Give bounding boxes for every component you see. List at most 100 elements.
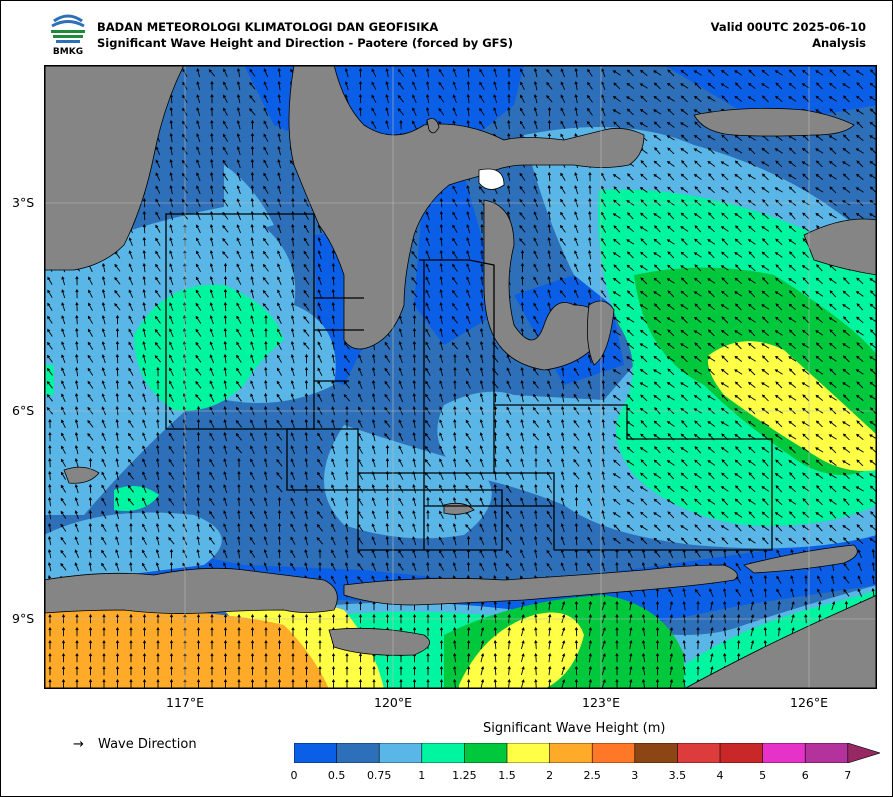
wave-arrow	[317, 445, 323, 454]
wave-arrow	[371, 510, 376, 520]
wave-arrow	[466, 67, 470, 78]
wave-arrow	[87, 367, 94, 376]
wave-arrow	[748, 186, 756, 194]
wave-arrow	[343, 367, 350, 376]
wave-arrow	[438, 68, 445, 77]
wave-arrow	[317, 237, 322, 247]
wave-arrow	[870, 511, 877, 519]
wave-arrow	[237, 626, 241, 637]
wave-arrow	[263, 470, 268, 481]
wave-arrow	[533, 93, 538, 104]
wave-arrow	[747, 381, 756, 388]
wave-arrow	[639, 368, 648, 375]
wave-arrow	[439, 262, 443, 273]
wave-arrow	[453, 418, 457, 429]
wave-arrow	[317, 302, 323, 312]
wave-arrow	[720, 147, 729, 154]
wave-arrow	[667, 524, 675, 532]
wave-arrow	[682, 678, 686, 689]
wave-arrow	[236, 146, 241, 156]
wave-arrow	[815, 173, 824, 180]
wave-arrow	[653, 330, 662, 336]
wave-arrow	[548, 652, 552, 663]
wave-arrow	[88, 522, 92, 533]
wave-arrow	[331, 419, 336, 429]
wave-arrow	[815, 381, 823, 389]
wave-arrow	[694, 225, 702, 233]
wave-arrow	[640, 537, 648, 545]
wave-arrow	[466, 93, 470, 104]
wave-arrow	[75, 327, 79, 338]
wave-arrow	[128, 263, 134, 273]
wave-arrow	[612, 434, 621, 440]
wave-arrow	[842, 186, 851, 193]
wave-arrow	[195, 367, 202, 376]
wave-arrow	[236, 367, 242, 376]
wave-arrow	[168, 523, 175, 532]
wave-arrow	[666, 278, 675, 284]
wave-arrow	[102, 626, 106, 637]
wave-arrow	[155, 509, 160, 520]
wave-arrow	[639, 447, 648, 453]
wave-arrow	[520, 653, 525, 663]
wave-arrow	[749, 588, 754, 598]
wave-arrow	[801, 460, 810, 466]
wave-arrow	[640, 394, 648, 402]
wave-arrow	[802, 212, 810, 220]
wave-arrow	[519, 224, 526, 233]
wave-arrow	[169, 380, 174, 389]
wave-arrow	[466, 185, 470, 195]
wave-arrow	[788, 524, 796, 532]
wave-arrow	[196, 418, 201, 429]
wave-arrow	[532, 380, 539, 389]
wave-arrow	[802, 290, 810, 298]
wave-arrow	[574, 600, 579, 611]
wave-arrow	[385, 80, 389, 91]
wave-arrow	[493, 626, 497, 637]
wave-arrow	[721, 355, 729, 363]
wave-arrow	[842, 446, 851, 453]
wave-arrow	[438, 536, 444, 545]
wave-arrow	[61, 393, 66, 402]
wave-arrow	[707, 290, 715, 298]
wave-arrow	[613, 342, 621, 350]
wave-arrow	[129, 626, 133, 637]
wave-arrow	[573, 367, 580, 376]
wave-arrow	[465, 419, 472, 428]
wave-arrow	[169, 652, 174, 663]
wave-arrow	[398, 536, 404, 545]
wave-arrow	[101, 536, 107, 545]
wave-arrow	[250, 380, 255, 390]
wave-arrow	[507, 639, 511, 650]
wave-arrow	[547, 184, 551, 195]
wave-arrow	[75, 353, 79, 364]
wave-arrow	[520, 81, 525, 90]
wave-arrow	[75, 301, 79, 312]
wave-arrow	[290, 510, 296, 519]
wave-arrow	[587, 419, 592, 429]
wave-arrow	[358, 600, 363, 611]
wave-arrow	[520, 275, 525, 286]
wave-arrow	[236, 172, 241, 182]
wave-arrow	[560, 211, 566, 220]
wave-arrow	[344, 523, 349, 533]
wave-arrow	[88, 496, 92, 507]
wave-arrow	[453, 392, 457, 403]
wave-arrow	[587, 393, 592, 403]
wave-arrow	[842, 69, 850, 77]
wave-arrow	[250, 171, 254, 182]
wave-arrow	[816, 485, 823, 493]
wave-arrow	[653, 252, 662, 258]
wave-arrow	[426, 509, 430, 520]
wave-arrow	[168, 419, 174, 428]
wave-arrow	[304, 353, 309, 364]
wave-arrow	[195, 289, 202, 298]
wave-arrow	[842, 290, 850, 298]
wave-arrow	[291, 262, 295, 273]
wave-arrow	[735, 446, 742, 454]
wave-arrow	[222, 172, 229, 181]
wave-arrow	[816, 303, 823, 311]
wave-arrow	[653, 213, 662, 219]
wave-arrow	[520, 601, 525, 611]
wave-arrow	[815, 277, 823, 285]
